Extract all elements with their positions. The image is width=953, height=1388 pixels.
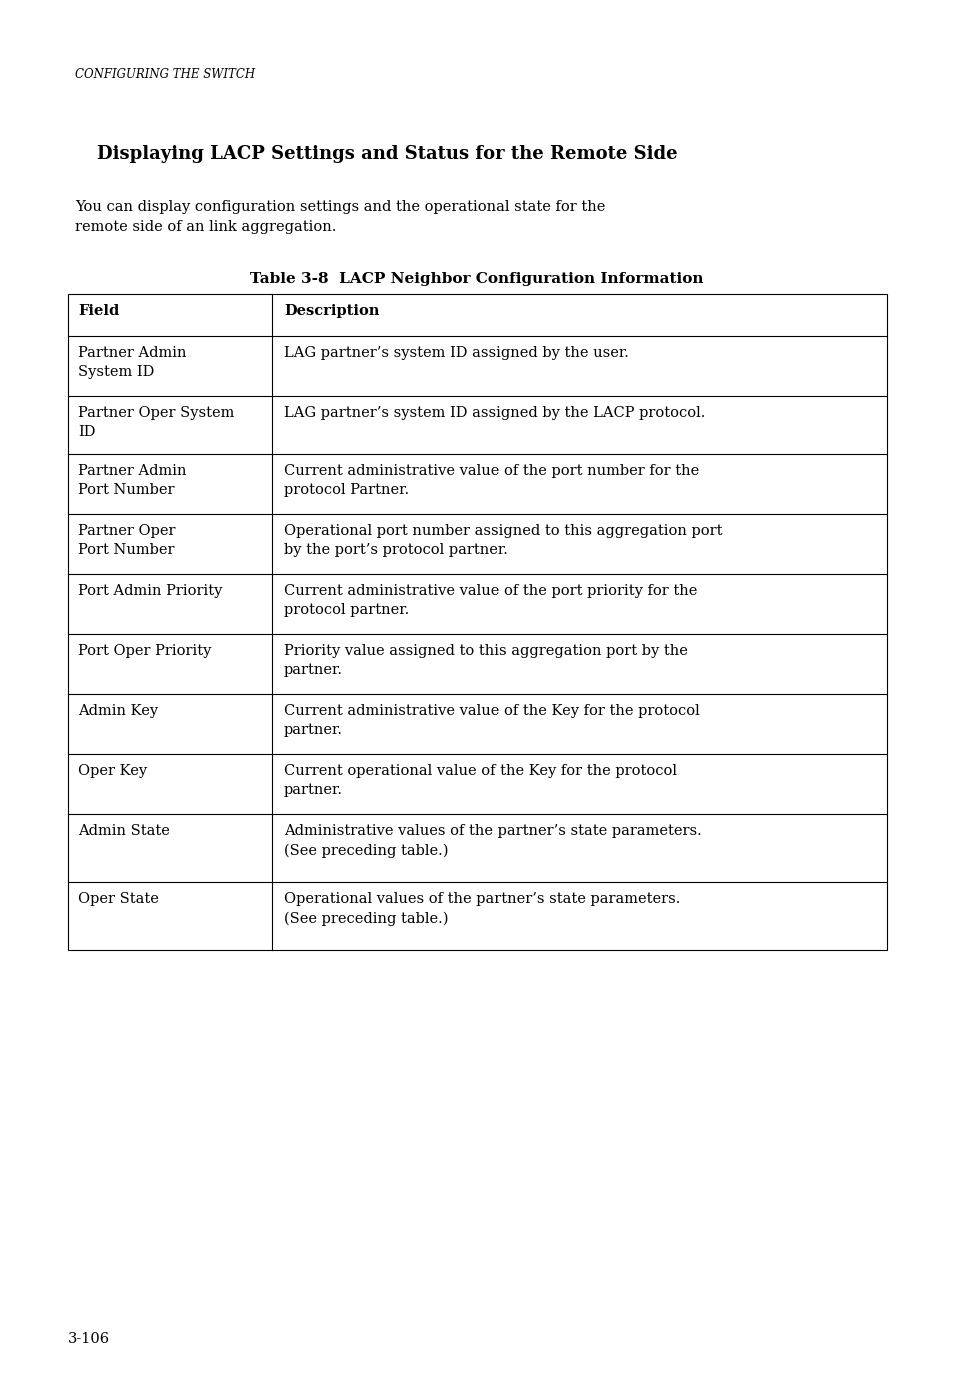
Text: LAG partner’s system ID assigned by the user.: LAG partner’s system ID assigned by the … xyxy=(284,346,628,359)
Text: Port Admin Priority: Port Admin Priority xyxy=(78,584,222,598)
Text: Current operational value of the Key for the protocol
partner.: Current operational value of the Key for… xyxy=(284,763,677,797)
Text: Partner Oper
Port Number: Partner Oper Port Number xyxy=(78,525,175,557)
Text: Oper State: Oper State xyxy=(78,892,159,906)
Text: Port Oper Priority: Port Oper Priority xyxy=(78,644,212,658)
Text: Oper Key: Oper Key xyxy=(78,763,147,779)
Text: Partner Admin
System ID: Partner Admin System ID xyxy=(78,346,186,379)
Text: Current administrative value of the port number for the
protocol Partner.: Current administrative value of the port… xyxy=(284,464,699,497)
Text: Field: Field xyxy=(78,304,119,318)
Text: LAG partner’s system ID assigned by the LACP protocol.: LAG partner’s system ID assigned by the … xyxy=(284,407,704,421)
Text: Description: Description xyxy=(284,304,379,318)
Text: Operational values of the partner’s state parameters.
(See preceding table.): Operational values of the partner’s stat… xyxy=(284,892,679,926)
Text: Table 3-8  LACP Neighbor Configuration Information: Table 3-8 LACP Neighbor Configuration In… xyxy=(250,272,703,286)
Text: Displaying LACP Settings and Status for the Remote Side: Displaying LACP Settings and Status for … xyxy=(97,144,677,162)
Text: Current administrative value of the port priority for the
protocol partner.: Current administrative value of the port… xyxy=(284,584,697,616)
Text: Administrative values of the partner’s state parameters.
(See preceding table.): Administrative values of the partner’s s… xyxy=(284,824,701,858)
Text: Partner Oper System
ID: Partner Oper System ID xyxy=(78,407,234,439)
Text: Operational port number assigned to this aggregation port
by the port’s protocol: Operational port number assigned to this… xyxy=(284,525,721,557)
Text: You can display configuration settings and the operational state for the
remote : You can display configuration settings a… xyxy=(75,200,605,235)
Text: Admin State: Admin State xyxy=(78,824,170,838)
Text: CONFIGURING THE SWITCH: CONFIGURING THE SWITCH xyxy=(75,68,254,81)
Text: Partner Admin
Port Number: Partner Admin Port Number xyxy=(78,464,186,497)
Text: Admin Key: Admin Key xyxy=(78,704,158,718)
Bar xyxy=(68,294,886,949)
Text: Priority value assigned to this aggregation port by the
partner.: Priority value assigned to this aggregat… xyxy=(284,644,687,677)
Text: 3-106: 3-106 xyxy=(68,1332,110,1346)
Text: Current administrative value of the Key for the protocol
partner.: Current administrative value of the Key … xyxy=(284,704,699,737)
